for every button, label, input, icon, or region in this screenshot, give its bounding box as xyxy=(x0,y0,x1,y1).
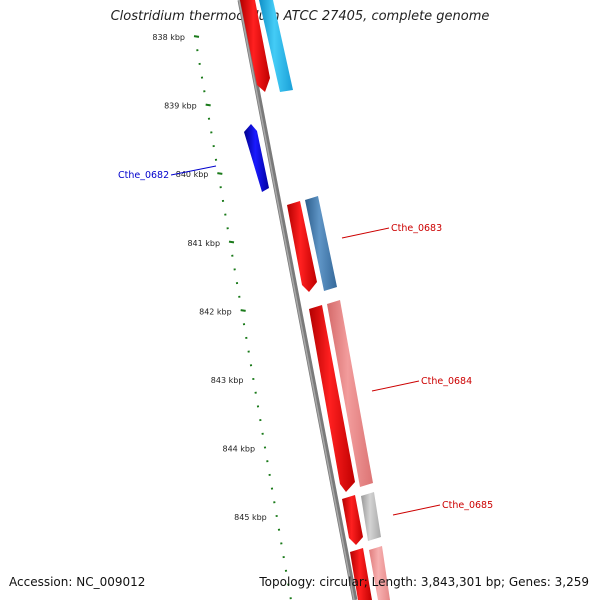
ruler-major-tick xyxy=(228,240,235,244)
cds-feature-red[interactable] xyxy=(350,548,372,600)
ruler-label: 845 kbp xyxy=(234,513,267,522)
backbone-highlight xyxy=(238,0,355,600)
callout-line-Cthe_0685 xyxy=(392,504,441,516)
topology-text: Topology: circular; Length: 3,843,301 bp… xyxy=(259,575,589,589)
gene-label-Cthe_0684[interactable]: Cthe_0684 xyxy=(421,376,472,387)
ruler-label: 838 kbp xyxy=(152,33,185,42)
ruler-label: 844 kbp xyxy=(222,445,255,454)
cds-feature-Cthe_0683[interactable] xyxy=(305,196,337,291)
gene-label-Cthe_0682[interactable]: Cthe_0682 xyxy=(118,170,169,181)
gene-label-Cthe_0683[interactable]: Cthe_0683 xyxy=(391,223,442,234)
ruler-major-tick xyxy=(217,172,223,175)
position-ruler: 838 kbp 839 kbp 840 kbp 841 kbp 842 kbp 843 k… xyxy=(152,33,292,600)
cds-feature-red[interactable] xyxy=(287,201,317,292)
callout-line-Cthe_0682 xyxy=(170,165,217,176)
accession-text: Accession: NC_009012 xyxy=(9,575,146,589)
genome-backbone xyxy=(237,0,358,600)
ruler-label: 839 kbp xyxy=(164,102,197,111)
ruler-major-tick xyxy=(240,309,246,312)
gene-callouts xyxy=(170,165,441,516)
ruler-label: 840 kbp xyxy=(176,170,209,179)
cds-feature-red[interactable] xyxy=(342,495,363,545)
map-title: Clostridium thermocellum ATCC 27405, com… xyxy=(110,9,490,24)
ruler-label: 842 kbp xyxy=(199,307,232,316)
ruler-major-tick xyxy=(193,35,200,38)
ruler-label: 841 kbp xyxy=(187,239,220,248)
cds-feature-red[interactable] xyxy=(240,0,270,92)
cds-feature-Cthe_0684[interactable] xyxy=(327,300,373,487)
callout-line-Cthe_0683 xyxy=(341,227,390,239)
ruler-major-tick xyxy=(205,103,211,107)
inner-track xyxy=(240,0,372,600)
cds-feature-red[interactable] xyxy=(309,305,355,492)
cds-feature-Cthe_0682[interactable] xyxy=(244,124,269,192)
cds-feature-pink[interactable] xyxy=(369,546,390,600)
callout-line-Cthe_0684 xyxy=(371,380,420,392)
outer-track xyxy=(259,0,390,600)
cds-feature-Cthe_0685[interactable] xyxy=(361,492,381,541)
ruler-label: 843 kbp xyxy=(211,376,244,385)
gene-label-Cthe_0685[interactable]: Cthe_0685 xyxy=(442,500,493,511)
cds-feature-cyan[interactable] xyxy=(259,0,293,92)
